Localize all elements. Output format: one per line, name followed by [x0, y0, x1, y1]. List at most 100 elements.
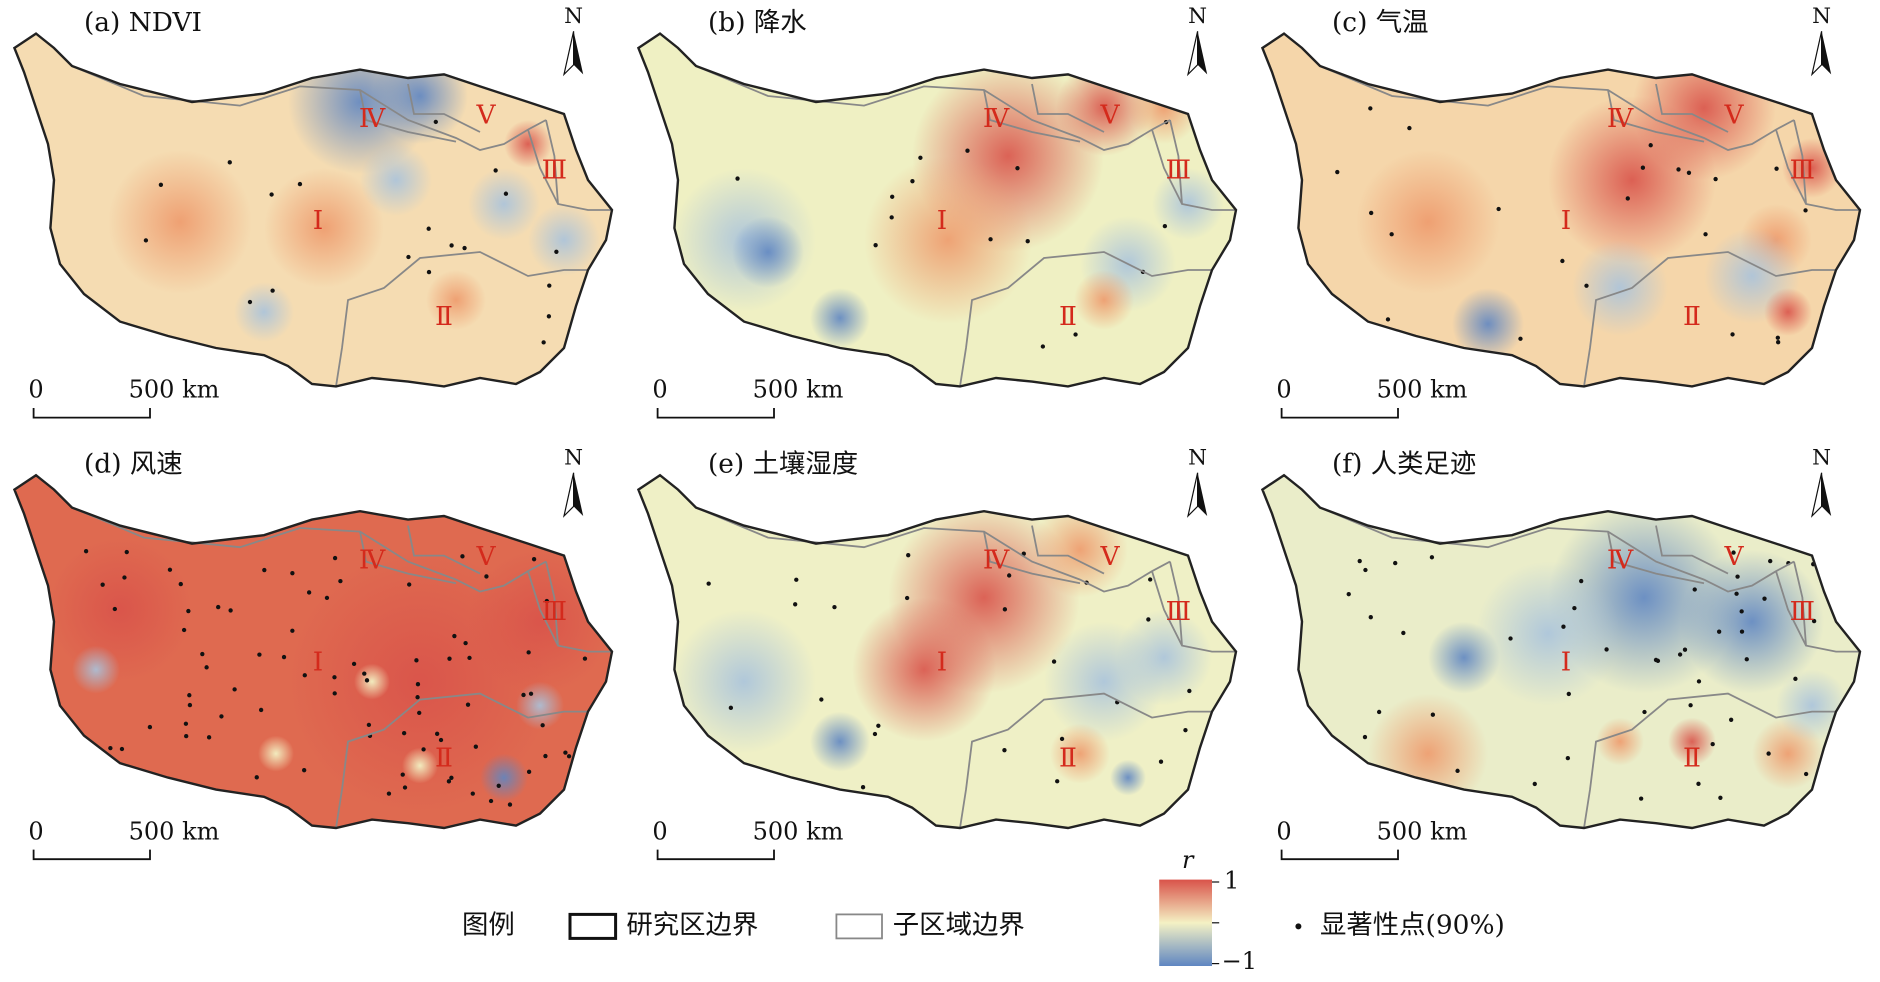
legend-significant: 显著性点(90%): [1320, 909, 1505, 940]
map-blob: [360, 144, 433, 217]
significant-point: [496, 783, 501, 788]
scale-bar: [32, 408, 151, 419]
significant-point: [876, 723, 881, 728]
significant-point: [493, 168, 498, 173]
scale-end: 500 km: [129, 376, 220, 404]
map-fill: [638, 33, 1237, 387]
significant-point: [362, 671, 367, 676]
map-blob: [528, 204, 600, 276]
significant-point: [1604, 647, 1609, 652]
north-label: N: [1188, 4, 1207, 29]
significant-point: [426, 226, 431, 231]
sub-boundary: [545, 561, 559, 646]
significant-point: [1455, 768, 1460, 774]
region-label: Ⅰ: [937, 205, 947, 236]
map-blob: [1476, 561, 1620, 706]
map-blob: [504, 120, 552, 168]
sub-boundary: [407, 525, 481, 575]
significant-point: [187, 702, 193, 708]
map-blob: [864, 156, 1032, 324]
map-blob: [372, 48, 469, 144]
significant-point: [554, 249, 559, 254]
significant-point: [832, 604, 837, 610]
region-label: Ⅰ: [1561, 205, 1571, 236]
significant-point: [1362, 734, 1368, 740]
map-blob: [732, 216, 804, 288]
study-boundary: [12, 473, 614, 830]
significant-point: [906, 553, 911, 558]
significant-point: [400, 772, 405, 777]
significant-point: [1728, 717, 1734, 722]
significant-point: [1368, 106, 1373, 111]
scale-end: 500 km: [1377, 817, 1468, 845]
significant-point: [1369, 210, 1374, 216]
significant-point: [434, 731, 440, 736]
scale-start: 0: [1276, 817, 1291, 845]
region-label: Ⅰ: [937, 647, 947, 678]
sub-boundary: [1151, 570, 1237, 653]
significant-point: [1002, 748, 1007, 753]
significant-point: [290, 571, 295, 576]
significant-point: [351, 661, 357, 667]
significant-point: [1735, 574, 1740, 579]
significant-point: [270, 288, 275, 293]
significant-point: [872, 731, 878, 737]
sub-boundary: [407, 83, 481, 133]
north-arrow: [1821, 472, 1832, 516]
significant-point: [1677, 652, 1683, 657]
significant-point: [462, 245, 467, 251]
sub-boundary: [1583, 251, 1837, 387]
significant-point: [247, 299, 253, 305]
region-label: Ⅱ: [435, 743, 453, 774]
sub-boundary: [1607, 89, 1705, 143]
region-label: Ⅴ: [475, 99, 496, 130]
map-blob: [1452, 288, 1524, 360]
region-label: Ⅱ: [1059, 301, 1077, 332]
map-panel: Ⅰ Ⅱ Ⅲ Ⅳ Ⅴ (e) 土壤湿度 N 0 500 km: [636, 445, 1238, 861]
significant-point: [1775, 335, 1780, 340]
north-arrow: [573, 31, 584, 75]
map-blob: [72, 645, 121, 694]
map-blob: [1632, 36, 1776, 180]
sub-boundary: [1031, 525, 1105, 575]
significant-point: [338, 578, 343, 584]
significant-point: [433, 119, 438, 125]
significant-point: [728, 705, 734, 710]
map-blob: [480, 753, 528, 802]
significant-point: [1393, 560, 1398, 566]
significant-point: [890, 194, 895, 199]
significant-point: [186, 608, 191, 614]
scale-start: 0: [652, 817, 667, 845]
significant-point: [124, 549, 129, 555]
map-fill: [14, 475, 613, 829]
north-arrow: [1810, 31, 1823, 77]
region-label: Ⅴ: [1723, 541, 1744, 572]
significant-point: [1183, 727, 1188, 733]
map-blob: [516, 681, 564, 730]
significant-point: [1579, 578, 1584, 584]
north-label: N: [564, 445, 583, 470]
legend-study-swatch: [568, 912, 618, 940]
significant-point: [1059, 736, 1065, 742]
legend-study: 研究区边界: [626, 909, 758, 940]
significant-point: [1187, 688, 1192, 694]
legend-title: 图例: [462, 909, 515, 940]
panel-title: (f) 人类足迹: [1332, 449, 1476, 480]
significant-point: [531, 557, 537, 562]
significant-point: [364, 678, 370, 683]
region-label: Ⅱ: [1683, 301, 1701, 332]
significant-point: [735, 176, 740, 181]
map-panel: Ⅰ Ⅱ Ⅲ Ⅳ Ⅴ (c) 气温 N 0 500 km: [1260, 4, 1862, 419]
significant-point: [467, 655, 472, 661]
legend-sub: 子区域边界: [893, 909, 1025, 940]
significant-point: [1803, 208, 1808, 213]
region-label: Ⅱ: [1059, 743, 1077, 774]
significant-point: [1584, 283, 1589, 288]
significant-point: [460, 554, 465, 559]
significant-point: [1566, 691, 1571, 697]
north-label: N: [564, 4, 583, 29]
scale-bar: [656, 849, 775, 861]
significant-point: [92, 779, 97, 784]
north-arrow: [562, 472, 575, 518]
significant-point: [465, 702, 471, 707]
